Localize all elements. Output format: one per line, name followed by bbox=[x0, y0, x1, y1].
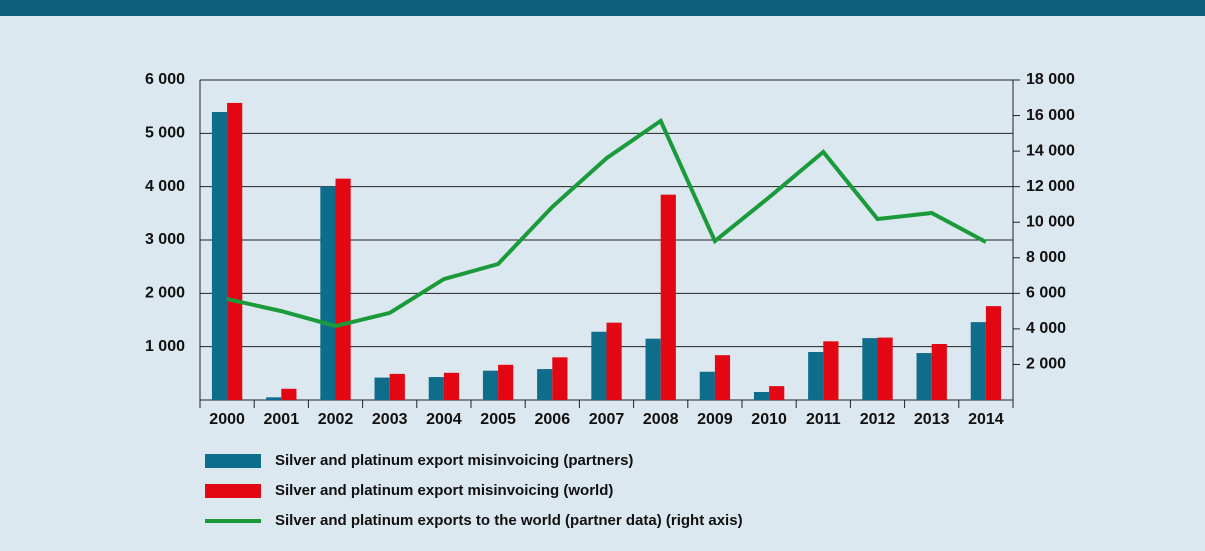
x-tick-label: 2001 bbox=[264, 411, 300, 428]
x-tick-label: 2012 bbox=[860, 411, 896, 428]
y-tick-label: 4 000 bbox=[145, 178, 185, 195]
y2-tick-label: 14 000 bbox=[1026, 142, 1075, 159]
bar bbox=[443, 372, 460, 400]
x-tick-label: 2006 bbox=[535, 411, 571, 428]
bar bbox=[591, 331, 607, 400]
bar bbox=[916, 353, 932, 400]
bar bbox=[769, 386, 785, 400]
top-band bbox=[0, 0, 1205, 16]
bar bbox=[281, 388, 297, 400]
bar bbox=[266, 397, 282, 400]
bar bbox=[823, 341, 839, 400]
bar bbox=[931, 344, 947, 400]
bar bbox=[862, 338, 878, 400]
bar bbox=[211, 112, 228, 400]
bar bbox=[374, 377, 390, 400]
bar bbox=[699, 371, 715, 400]
x-tick-label: 2007 bbox=[589, 411, 625, 428]
y2-tick-label: 18 000 bbox=[1026, 71, 1075, 88]
bar bbox=[714, 355, 731, 400]
y2-tick-label: 2 000 bbox=[1026, 356, 1066, 373]
x-tick-label: 2010 bbox=[751, 411, 787, 428]
bar bbox=[877, 337, 893, 400]
bar bbox=[227, 102, 243, 400]
y-tick-label: 2 000 bbox=[145, 285, 185, 302]
x-tick-label: 2014 bbox=[968, 411, 1004, 428]
x-tick-label: 2008 bbox=[643, 411, 679, 428]
y-tick-label: 3 000 bbox=[145, 231, 185, 248]
bar bbox=[482, 370, 499, 400]
legend-label: Silver and platinum export misinvoicing … bbox=[275, 452, 633, 469]
x-tick-label: 2013 bbox=[914, 411, 950, 428]
bar bbox=[428, 377, 444, 400]
x-tick-label: 2002 bbox=[318, 411, 354, 428]
y-tick-label: 1 000 bbox=[145, 338, 185, 355]
x-tick-label: 2005 bbox=[480, 411, 516, 428]
bar bbox=[645, 338, 661, 400]
bar bbox=[753, 392, 770, 400]
bar bbox=[320, 186, 336, 400]
x-tick-label: 2011 bbox=[806, 411, 841, 428]
bar bbox=[335, 178, 351, 400]
bar bbox=[970, 322, 986, 400]
bar bbox=[552, 357, 568, 400]
line bbox=[226, 117, 987, 329]
bar bbox=[985, 306, 1002, 400]
x-tick-label: 2000 bbox=[209, 411, 245, 428]
bar bbox=[808, 352, 824, 400]
y2-tick-label: 8 000 bbox=[1026, 249, 1066, 266]
legend-swatch bbox=[205, 454, 261, 468]
y2-tick-label: 16 000 bbox=[1026, 107, 1075, 124]
bar bbox=[498, 364, 514, 400]
bar bbox=[389, 373, 405, 400]
x-tick-label: 2004 bbox=[426, 411, 462, 428]
bar bbox=[537, 369, 553, 400]
x-tick-label: 2009 bbox=[697, 411, 733, 428]
legend-swatch bbox=[205, 484, 261, 498]
legend-label: Silver and platinum exports to the world… bbox=[275, 512, 743, 529]
bar bbox=[606, 322, 622, 400]
legend-label: Silver and platinum export misinvoicing … bbox=[275, 482, 613, 499]
y-tick-label: 5 000 bbox=[145, 125, 185, 142]
bar bbox=[660, 194, 676, 400]
y2-tick-label: 12 000 bbox=[1026, 178, 1075, 195]
y2-tick-label: 10 000 bbox=[1026, 213, 1075, 230]
y2-tick-label: 6 000 bbox=[1026, 285, 1066, 302]
y-tick-label: 6 000 bbox=[145, 71, 185, 88]
x-tick-label: 2003 bbox=[372, 411, 408, 428]
y2-tick-label: 4 000 bbox=[1026, 320, 1066, 337]
